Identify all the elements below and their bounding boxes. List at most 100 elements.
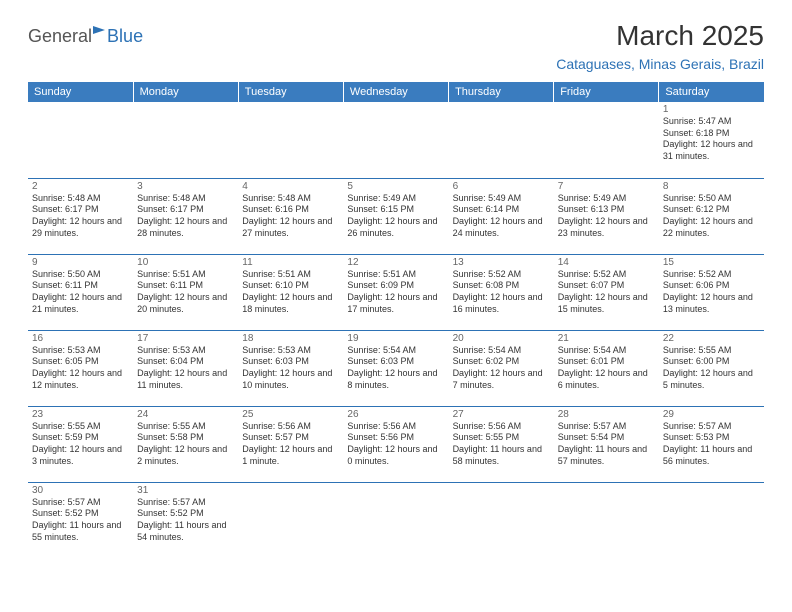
calendar-day-cell: 14Sunrise: 5:52 AMSunset: 6:07 PMDayligh… [554,254,659,330]
day-number: 19 [347,333,444,344]
calendar-day-cell: 7Sunrise: 5:49 AMSunset: 6:13 PMDaylight… [554,178,659,254]
calendar-empty-cell [659,482,764,558]
day-info: Sunrise: 5:52 AMSunset: 6:06 PMDaylight:… [663,269,760,316]
day-info: Sunrise: 5:53 AMSunset: 6:03 PMDaylight:… [242,345,339,392]
flag-icon [92,25,106,39]
calendar-day-cell: 27Sunrise: 5:56 AMSunset: 5:55 PMDayligh… [449,406,554,482]
day-info: Sunrise: 5:56 AMSunset: 5:56 PMDaylight:… [347,421,444,468]
day-info: Sunrise: 5:48 AMSunset: 6:16 PMDaylight:… [242,193,339,240]
calendar-empty-cell [238,482,343,558]
calendar-day-cell: 19Sunrise: 5:54 AMSunset: 6:03 PMDayligh… [343,330,448,406]
header: General Blue March 2025 Cataguases, Mina… [28,20,764,72]
day-number: 27 [453,409,550,420]
logo: General Blue [28,26,143,47]
day-number: 17 [137,333,234,344]
day-info: Sunrise: 5:52 AMSunset: 6:08 PMDaylight:… [453,269,550,316]
calendar-day-cell: 11Sunrise: 5:51 AMSunset: 6:10 PMDayligh… [238,254,343,330]
calendar-day-cell: 25Sunrise: 5:56 AMSunset: 5:57 PMDayligh… [238,406,343,482]
day-number: 1 [663,104,760,115]
day-info: Sunrise: 5:51 AMSunset: 6:09 PMDaylight:… [347,269,444,316]
day-info: Sunrise: 5:54 AMSunset: 6:02 PMDaylight:… [453,345,550,392]
day-info: Sunrise: 5:54 AMSunset: 6:01 PMDaylight:… [558,345,655,392]
day-info: Sunrise: 5:54 AMSunset: 6:03 PMDaylight:… [347,345,444,392]
day-number: 5 [347,181,444,192]
calendar-header-row: SundayMondayTuesdayWednesdayThursdayFrid… [28,82,764,102]
calendar-day-cell: 21Sunrise: 5:54 AMSunset: 6:01 PMDayligh… [554,330,659,406]
calendar-day-cell: 30Sunrise: 5:57 AMSunset: 5:52 PMDayligh… [28,482,133,558]
logo-text-blue: Blue [107,26,143,47]
calendar-week-row: 23Sunrise: 5:55 AMSunset: 5:59 PMDayligh… [28,406,764,482]
day-number: 10 [137,257,234,268]
calendar-day-cell: 2Sunrise: 5:48 AMSunset: 6:17 PMDaylight… [28,178,133,254]
day-number: 7 [558,181,655,192]
day-info: Sunrise: 5:50 AMSunset: 6:12 PMDaylight:… [663,193,760,240]
day-number: 9 [32,257,129,268]
day-number: 4 [242,181,339,192]
calendar-day-cell: 5Sunrise: 5:49 AMSunset: 6:15 PMDaylight… [343,178,448,254]
calendar-empty-cell [343,482,448,558]
day-number: 31 [137,485,234,496]
day-info: Sunrise: 5:50 AMSunset: 6:11 PMDaylight:… [32,269,129,316]
day-header: Saturday [659,82,764,102]
day-info: Sunrise: 5:57 AMSunset: 5:52 PMDaylight:… [32,497,129,544]
calendar-week-row: 9Sunrise: 5:50 AMSunset: 6:11 PMDaylight… [28,254,764,330]
calendar-day-cell: 6Sunrise: 5:49 AMSunset: 6:14 PMDaylight… [449,178,554,254]
day-info: Sunrise: 5:53 AMSunset: 6:05 PMDaylight:… [32,345,129,392]
calendar-empty-cell [343,102,448,178]
day-header: Monday [133,82,238,102]
day-number: 21 [558,333,655,344]
calendar-day-cell: 16Sunrise: 5:53 AMSunset: 6:05 PMDayligh… [28,330,133,406]
day-info: Sunrise: 5:55 AMSunset: 5:58 PMDaylight:… [137,421,234,468]
calendar-day-cell: 26Sunrise: 5:56 AMSunset: 5:56 PMDayligh… [343,406,448,482]
calendar-day-cell: 24Sunrise: 5:55 AMSunset: 5:58 PMDayligh… [133,406,238,482]
day-number: 28 [558,409,655,420]
day-info: Sunrise: 5:48 AMSunset: 6:17 PMDaylight:… [32,193,129,240]
day-number: 30 [32,485,129,496]
day-number: 3 [137,181,234,192]
day-header: Sunday [28,82,133,102]
day-number: 8 [663,181,760,192]
calendar-day-cell: 23Sunrise: 5:55 AMSunset: 5:59 PMDayligh… [28,406,133,482]
calendar-day-cell: 13Sunrise: 5:52 AMSunset: 6:08 PMDayligh… [449,254,554,330]
calendar-empty-cell [554,482,659,558]
calendar-empty-cell [238,102,343,178]
day-info: Sunrise: 5:56 AMSunset: 5:57 PMDaylight:… [242,421,339,468]
day-info: Sunrise: 5:51 AMSunset: 6:10 PMDaylight:… [242,269,339,316]
calendar-day-cell: 1Sunrise: 5:47 AMSunset: 6:18 PMDaylight… [659,102,764,178]
day-info: Sunrise: 5:51 AMSunset: 6:11 PMDaylight:… [137,269,234,316]
day-info: Sunrise: 5:55 AMSunset: 5:59 PMDaylight:… [32,421,129,468]
day-info: Sunrise: 5:49 AMSunset: 6:14 PMDaylight:… [453,193,550,240]
day-number: 13 [453,257,550,268]
calendar-day-cell: 15Sunrise: 5:52 AMSunset: 6:06 PMDayligh… [659,254,764,330]
day-info: Sunrise: 5:56 AMSunset: 5:55 PMDaylight:… [453,421,550,468]
day-number: 22 [663,333,760,344]
day-number: 20 [453,333,550,344]
day-header: Friday [554,82,659,102]
day-number: 29 [663,409,760,420]
day-number: 24 [137,409,234,420]
calendar-day-cell: 9Sunrise: 5:50 AMSunset: 6:11 PMDaylight… [28,254,133,330]
day-info: Sunrise: 5:55 AMSunset: 6:00 PMDaylight:… [663,345,760,392]
calendar-day-cell: 29Sunrise: 5:57 AMSunset: 5:53 PMDayligh… [659,406,764,482]
day-info: Sunrise: 5:47 AMSunset: 6:18 PMDaylight:… [663,116,760,163]
day-number: 25 [242,409,339,420]
calendar-body: 1Sunrise: 5:47 AMSunset: 6:18 PMDaylight… [28,102,764,558]
day-header: Tuesday [238,82,343,102]
calendar-day-cell: 17Sunrise: 5:53 AMSunset: 6:04 PMDayligh… [133,330,238,406]
day-header: Thursday [449,82,554,102]
day-number: 2 [32,181,129,192]
location-text: Cataguases, Minas Gerais, Brazil [556,56,764,72]
day-number: 26 [347,409,444,420]
calendar-empty-cell [28,102,133,178]
page-title: March 2025 [556,20,764,52]
calendar-empty-cell [449,102,554,178]
day-info: Sunrise: 5:49 AMSunset: 6:13 PMDaylight:… [558,193,655,240]
logo-text-general: General [28,26,92,47]
day-number: 11 [242,257,339,268]
calendar-day-cell: 12Sunrise: 5:51 AMSunset: 6:09 PMDayligh… [343,254,448,330]
day-number: 15 [663,257,760,268]
calendar-day-cell: 3Sunrise: 5:48 AMSunset: 6:17 PMDaylight… [133,178,238,254]
calendar-day-cell: 18Sunrise: 5:53 AMSunset: 6:03 PMDayligh… [238,330,343,406]
calendar-day-cell: 28Sunrise: 5:57 AMSunset: 5:54 PMDayligh… [554,406,659,482]
day-number: 14 [558,257,655,268]
